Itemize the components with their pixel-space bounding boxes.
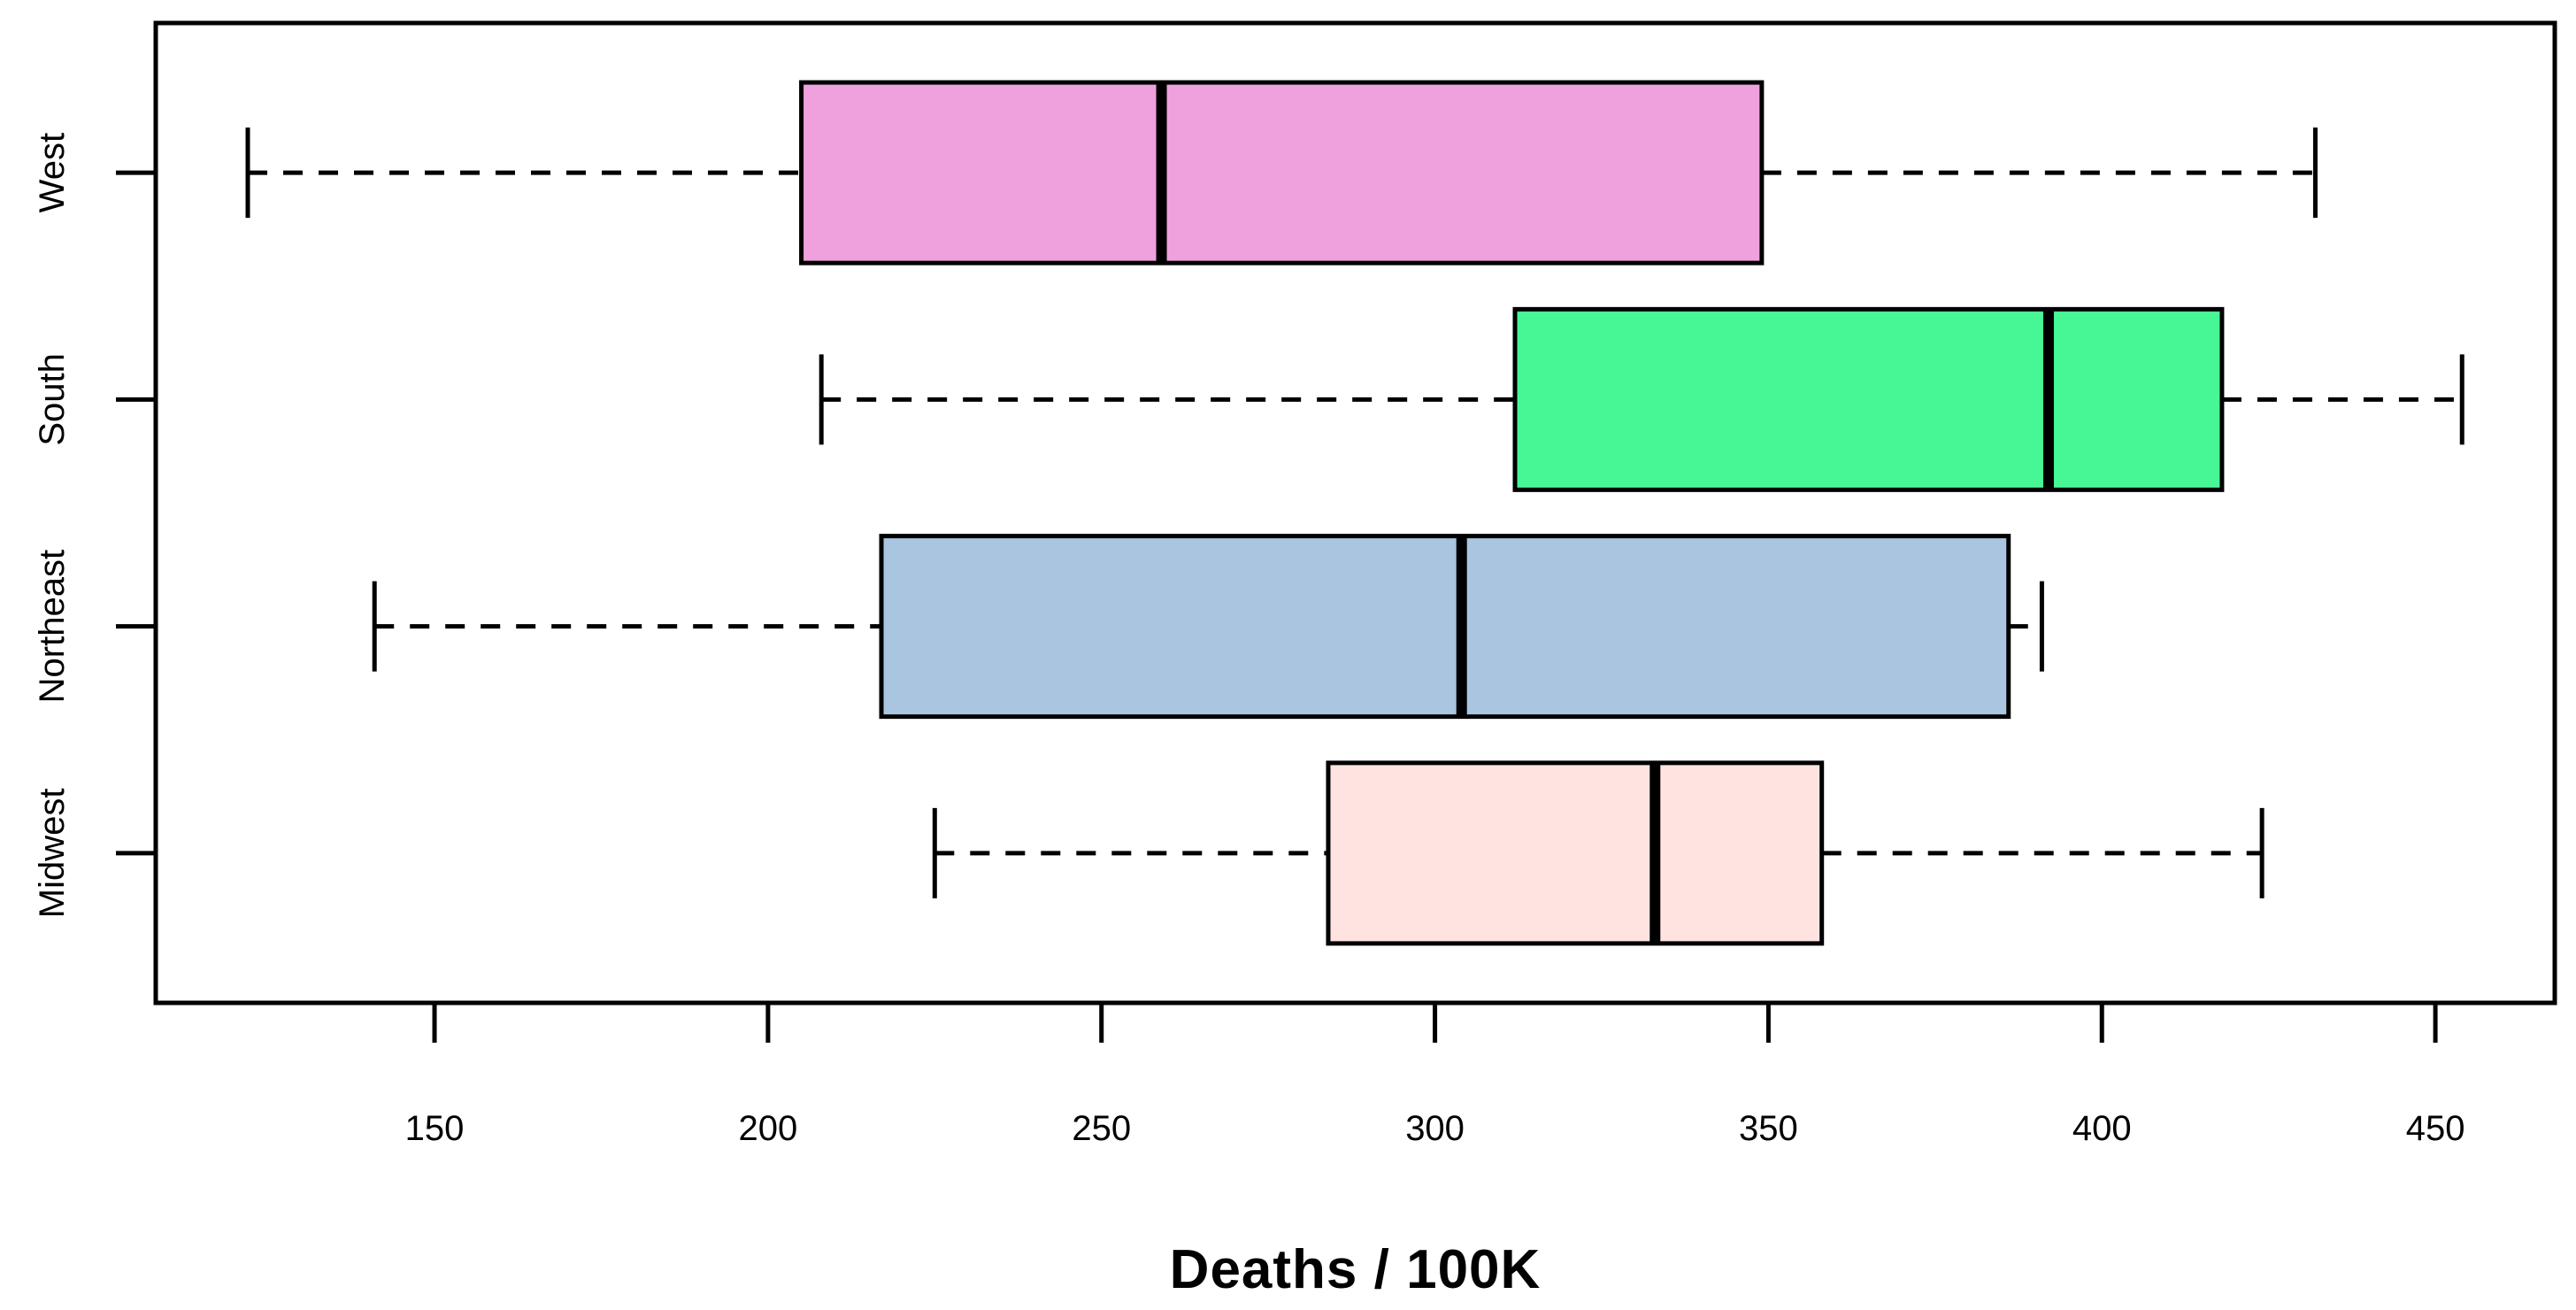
x-axis-title: Deaths / 100K bbox=[1169, 1239, 1542, 1300]
y-category-label-northeast: Northeast bbox=[33, 550, 72, 703]
box-group-west: West bbox=[33, 80, 2318, 266]
iqr-box bbox=[799, 80, 1765, 266]
box-group-south: South bbox=[33, 306, 2465, 492]
box-group-midwest: Midwest bbox=[33, 760, 2265, 946]
y-category-label-west: West bbox=[33, 133, 72, 212]
x-tick-label: 400 bbox=[2072, 1109, 2132, 1148]
x-tick-label: 200 bbox=[739, 1109, 798, 1148]
x-tick-label: 150 bbox=[405, 1109, 465, 1148]
box-group-northeast: Northeast bbox=[33, 534, 2044, 720]
iqr-box bbox=[1512, 306, 2225, 492]
x-tick-label: 250 bbox=[1072, 1109, 1131, 1148]
x-tick-label: 350 bbox=[1739, 1109, 1798, 1148]
y-category-label-midwest: Midwest bbox=[33, 789, 72, 919]
x-tick-label: 450 bbox=[2406, 1109, 2465, 1148]
x-tick-label: 300 bbox=[1405, 1109, 1465, 1148]
iqr-box bbox=[1326, 760, 1825, 946]
iqr-box bbox=[879, 534, 2011, 720]
y-category-label-south: South bbox=[33, 353, 72, 446]
plot-frame bbox=[153, 20, 2557, 1006]
